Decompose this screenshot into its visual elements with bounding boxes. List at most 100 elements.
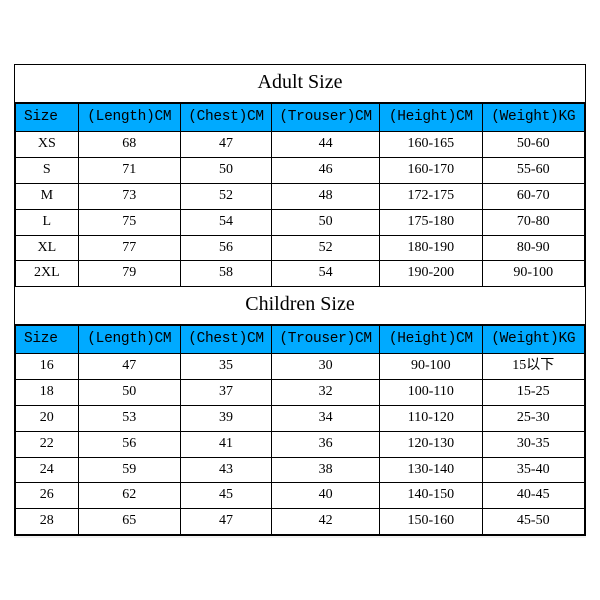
table-row: 22564136120-13030-35 bbox=[16, 431, 585, 457]
cell-trouser: 32 bbox=[272, 380, 380, 406]
col-size: Size bbox=[16, 103, 79, 131]
cell-height: 90-100 bbox=[380, 354, 482, 380]
cell-size: 2XL bbox=[16, 261, 79, 287]
cell-length: 77 bbox=[78, 235, 180, 261]
cell-height: 160-165 bbox=[380, 132, 482, 158]
adult-tbody: XS684744160-16550-60S715046160-17055-60M… bbox=[16, 132, 585, 287]
cell-trouser: 46 bbox=[272, 158, 380, 184]
cell-weight: 15-25 bbox=[482, 380, 584, 406]
cell-height: 130-140 bbox=[380, 457, 482, 483]
cell-weight: 60-70 bbox=[482, 183, 584, 209]
cell-chest: 47 bbox=[180, 132, 271, 158]
cell-size: 18 bbox=[16, 380, 79, 406]
col-length: (Length)CM bbox=[78, 326, 180, 354]
table-row: XS684744160-16550-60 bbox=[16, 132, 585, 158]
cell-trouser: 34 bbox=[272, 406, 380, 432]
table-row: 2XL795854190-20090-100 bbox=[16, 261, 585, 287]
cell-weight: 50-60 bbox=[482, 132, 584, 158]
col-size: Size bbox=[16, 326, 79, 354]
cell-trouser: 48 bbox=[272, 183, 380, 209]
cell-size: XL bbox=[16, 235, 79, 261]
cell-height: 150-160 bbox=[380, 509, 482, 535]
cell-chest: 56 bbox=[180, 235, 271, 261]
adult-header-row: Size (Length)CM (Chest)CM (Trouser)CM (H… bbox=[16, 103, 585, 131]
adult-size-table: Size (Length)CM (Chest)CM (Trouser)CM (H… bbox=[15, 103, 585, 287]
table-row: 24594338130-14035-40 bbox=[16, 457, 585, 483]
cell-height: 100-110 bbox=[380, 380, 482, 406]
cell-trouser: 52 bbox=[272, 235, 380, 261]
cell-trouser: 30 bbox=[272, 354, 380, 380]
cell-chest: 37 bbox=[180, 380, 271, 406]
cell-height: 140-150 bbox=[380, 483, 482, 509]
cell-trouser: 50 bbox=[272, 209, 380, 235]
cell-length: 65 bbox=[78, 509, 180, 535]
cell-trouser: 54 bbox=[272, 261, 380, 287]
cell-length: 73 bbox=[78, 183, 180, 209]
cell-length: 56 bbox=[78, 431, 180, 457]
cell-chest: 45 bbox=[180, 483, 271, 509]
table-row: 20533934110-12025-30 bbox=[16, 406, 585, 432]
cell-length: 59 bbox=[78, 457, 180, 483]
cell-chest: 52 bbox=[180, 183, 271, 209]
cell-length: 68 bbox=[78, 132, 180, 158]
cell-weight: 80-90 bbox=[482, 235, 584, 261]
cell-length: 50 bbox=[78, 380, 180, 406]
cell-length: 79 bbox=[78, 261, 180, 287]
cell-trouser: 36 bbox=[272, 431, 380, 457]
cell-size: 26 bbox=[16, 483, 79, 509]
children-size-title: Children Size bbox=[15, 287, 585, 325]
cell-weight: 90-100 bbox=[482, 261, 584, 287]
table-row: XL775652180-19080-90 bbox=[16, 235, 585, 261]
cell-weight: 40-45 bbox=[482, 483, 584, 509]
col-height: (Height)CM bbox=[380, 326, 482, 354]
cell-chest: 58 bbox=[180, 261, 271, 287]
cell-height: 180-190 bbox=[380, 235, 482, 261]
cell-height: 160-170 bbox=[380, 158, 482, 184]
children-size-table: Size (Length)CM (Chest)CM (Trouser)CM (H… bbox=[15, 325, 585, 535]
cell-size: L bbox=[16, 209, 79, 235]
cell-size: 24 bbox=[16, 457, 79, 483]
table-row: M735248172-17560-70 bbox=[16, 183, 585, 209]
cell-size: 20 bbox=[16, 406, 79, 432]
children-header-row: Size (Length)CM (Chest)CM (Trouser)CM (H… bbox=[16, 326, 585, 354]
cell-length: 71 bbox=[78, 158, 180, 184]
cell-weight: 35-40 bbox=[482, 457, 584, 483]
cell-height: 172-175 bbox=[380, 183, 482, 209]
col-trouser: (Trouser)CM bbox=[272, 103, 380, 131]
cell-chest: 35 bbox=[180, 354, 271, 380]
cell-weight: 45-50 bbox=[482, 509, 584, 535]
size-chart: Adult Size Size (Length)CM (Chest)CM (Tr… bbox=[14, 64, 586, 536]
cell-size: 28 bbox=[16, 509, 79, 535]
cell-chest: 50 bbox=[180, 158, 271, 184]
cell-size: 16 bbox=[16, 354, 79, 380]
cell-chest: 39 bbox=[180, 406, 271, 432]
col-chest: (Chest)CM bbox=[180, 103, 271, 131]
cell-trouser: 42 bbox=[272, 509, 380, 535]
table-row: L755450175-18070-80 bbox=[16, 209, 585, 235]
cell-height: 120-130 bbox=[380, 431, 482, 457]
col-height: (Height)CM bbox=[380, 103, 482, 131]
cell-chest: 47 bbox=[180, 509, 271, 535]
table-row: S715046160-17055-60 bbox=[16, 158, 585, 184]
cell-height: 175-180 bbox=[380, 209, 482, 235]
col-weight: (Weight)KG bbox=[482, 326, 584, 354]
col-weight: (Weight)KG bbox=[482, 103, 584, 131]
cell-length: 47 bbox=[78, 354, 180, 380]
cell-height: 110-120 bbox=[380, 406, 482, 432]
children-tbody: 1647353090-10015以下18503732100-11015-2520… bbox=[16, 354, 585, 535]
cell-trouser: 44 bbox=[272, 132, 380, 158]
cell-length: 62 bbox=[78, 483, 180, 509]
cell-length: 75 bbox=[78, 209, 180, 235]
cell-weight: 70-80 bbox=[482, 209, 584, 235]
cell-trouser: 40 bbox=[272, 483, 380, 509]
cell-weight: 30-35 bbox=[482, 431, 584, 457]
col-chest: (Chest)CM bbox=[180, 326, 271, 354]
cell-size: XS bbox=[16, 132, 79, 158]
cell-weight: 15以下 bbox=[482, 354, 584, 380]
cell-chest: 41 bbox=[180, 431, 271, 457]
table-row: 28654742150-16045-50 bbox=[16, 509, 585, 535]
cell-size: S bbox=[16, 158, 79, 184]
cell-length: 53 bbox=[78, 406, 180, 432]
cell-weight: 25-30 bbox=[482, 406, 584, 432]
cell-trouser: 38 bbox=[272, 457, 380, 483]
